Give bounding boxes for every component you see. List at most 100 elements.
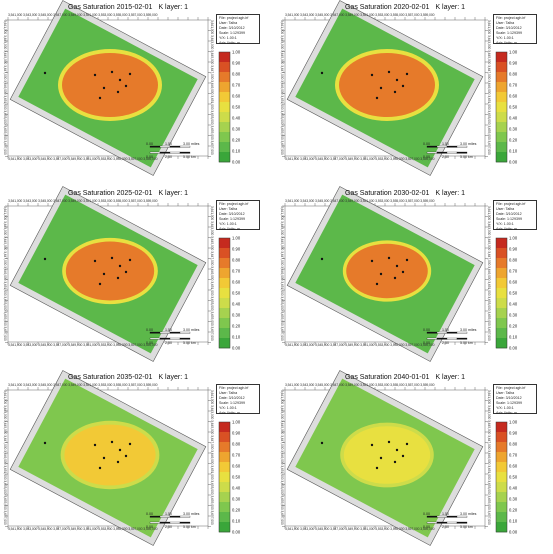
- scale-bar-segment: [436, 337, 448, 340]
- colorbar-tick-label: 0.50: [232, 104, 241, 110]
- scale-bar-segment: [149, 521, 161, 524]
- colorbar-tick-label: 0.40: [509, 115, 518, 121]
- y-tick-label-text: 3,641,000 3,643,000 3,645,000 3,647,000 …: [210, 206, 214, 341]
- colorbar-frame: [495, 51, 508, 163]
- scale-bar-segment: [179, 145, 191, 148]
- colorbar-segment: [219, 432, 230, 443]
- well-marker: [124, 270, 128, 274]
- colorbar-tick-label: 1.00: [509, 49, 518, 55]
- colorbar-tick-label: 0.20: [232, 507, 241, 513]
- panel-title: Gas Saturation 2030-02-01 K layer: 1: [277, 190, 533, 197]
- x-tick-labels-top: 3,541,000 3,543,000 3,545,000 3,547,000 …: [285, 383, 435, 387]
- scale-bar-segment: [446, 515, 458, 518]
- colorbar-tick-label: 1.00: [509, 419, 518, 425]
- scale-bar-segment: [456, 337, 468, 340]
- info-line: Date: 3/10/2012: [219, 26, 245, 30]
- colorbar-segment: [219, 238, 230, 249]
- colorbar-segment: [496, 238, 507, 249]
- well-marker: [379, 86, 383, 90]
- y-tick-labels-right: 3,641,000 3,643,000 3,645,000 3,647,000 …: [208, 20, 214, 155]
- scale-bar-label: 5.00 km: [460, 341, 473, 345]
- well-marker: [110, 70, 114, 74]
- colorbar-segment: [496, 102, 507, 113]
- well-marker: [98, 466, 102, 470]
- info-line: File: project.sgh.irf: [496, 386, 526, 390]
- y-tick-labels-left: 3,641,000 3,643,000 3,645,000 3,647,000 …: [1, 206, 7, 341]
- scale-bar-segment: [169, 151, 181, 154]
- colorbar-segment: [496, 422, 507, 433]
- chart-title: Gas Saturation 2020-02-01: [344, 4, 430, 11]
- scale-bar-segment: [426, 331, 438, 334]
- colorbar-tick-label: 0.40: [232, 115, 241, 121]
- y-tick-label-text: 3,641,000 3,643,000 3,645,000 3,647,000 …: [210, 390, 214, 525]
- colorbar-tick-label: 0.10: [232, 518, 241, 524]
- info-line: Y/X: 1.00:1: [496, 406, 514, 410]
- colorbar-tick-label: 0.80: [232, 71, 241, 77]
- colorbar-tick-label: 0.10: [509, 518, 518, 524]
- scale-bar-label: 3.00 miles: [183, 142, 200, 146]
- scale-bar-label: 3.00 miles: [183, 328, 200, 332]
- colorbar-segment: [496, 62, 507, 73]
- scale-bar-segment: [446, 521, 458, 524]
- scale-bar-label: 2.50: [442, 155, 449, 159]
- scale-bar-segment: [456, 521, 468, 524]
- y-tick-labels-left: 3,641,000 3,643,000 3,645,000 3,647,000 …: [1, 390, 7, 525]
- colorbar-tick-label: 0.00: [232, 345, 241, 351]
- saturation-panel: Gas Saturation 2015-02-01 K layer: 1 File:…: [0, 0, 276, 184]
- colorbar-tick-label: 0.40: [232, 301, 241, 307]
- scale-bar-label: 1.50: [165, 328, 172, 332]
- well-marker: [395, 78, 399, 82]
- info-line: File: project.sgh.irf: [496, 202, 526, 206]
- colorbar-tick-label: 0.40: [509, 301, 518, 307]
- saturation-panel: Gas Saturation 2030-02-01 K layer: 1 File:…: [277, 186, 553, 370]
- well-marker: [405, 258, 409, 262]
- colorbar-tick-label: 0.80: [232, 441, 241, 447]
- colorbar-segment: [496, 132, 507, 143]
- info-line: Axis Units: m: [496, 41, 517, 45]
- colorbar-segment: [219, 328, 230, 339]
- scale-bar-label: 2.50: [442, 341, 449, 345]
- y-tick-label-text: 3,641,000 3,643,000 3,645,000 3,647,000 …: [3, 20, 7, 155]
- scale-bar-segment: [169, 515, 181, 518]
- scale-bar-segment: [169, 337, 181, 340]
- colorbar-labels: 1.00 0.90 0.80 0.70 0.60 0.50 0.40 0.30 0.20 0.10…: [509, 419, 533, 535]
- colorbar-segment: [496, 52, 507, 63]
- x-tick-labels-bottom: 3,541,000 3,543,000 3,545,000 3,547,000 …: [285, 157, 435, 161]
- chart-title: Gas Saturation 2025-02-01: [67, 190, 153, 197]
- colorbar-segment: [496, 248, 507, 259]
- well-marker: [116, 276, 120, 280]
- y-tick-labels-left: 3,641,000 3,643,000 3,645,000 3,647,000 …: [278, 20, 284, 155]
- y-tick-label-text: 3,641,000 3,643,000 3,645,000 3,647,000 …: [3, 206, 7, 341]
- colorbar-tick-label: 0.20: [509, 507, 518, 513]
- colorbar-segment: [496, 482, 507, 493]
- scale-bar-label: 2.50: [442, 525, 449, 529]
- well-marker: [401, 84, 405, 88]
- well-marker: [128, 72, 132, 76]
- info-box: File: project.sgh.irf User: Talha Date: 3/…: [216, 200, 260, 231]
- saturation-panel: Gas Saturation 2040-01-01 K layer: 1 File:…: [277, 370, 553, 554]
- scale-bar-segment: [159, 151, 171, 154]
- x-tick-labels-bottom: 3,541,000 3,543,000 3,545,000 3,547,000 …: [285, 527, 435, 531]
- well-marker: [118, 448, 122, 452]
- colorbar-tick-label: 0.90: [232, 430, 241, 436]
- scale-bar-label: 3.00 miles: [460, 512, 477, 516]
- colorbar-segment: [219, 102, 230, 113]
- layer-label: K layer: 1: [435, 190, 466, 197]
- colorbar-tick-label: 0.30: [232, 126, 241, 132]
- colorbar-segment: [219, 472, 230, 483]
- scale-bar-label: 3.00 miles: [183, 512, 200, 516]
- x-tick-labels-top: 3,541,000 3,543,000 3,545,000 3,547,000 …: [285, 13, 435, 17]
- colorbar-segment: [219, 318, 230, 329]
- scale-bar-segment: [169, 521, 181, 524]
- colorbar-segment: [496, 452, 507, 463]
- y-tick-label-text: 3,641,000 3,643,000 3,645,000 3,647,000 …: [487, 390, 491, 525]
- well-marker: [405, 442, 409, 446]
- colorbar-segment: [219, 308, 230, 319]
- scale-bar-segment: [436, 331, 448, 334]
- colorbar-tick-label: 0.80: [509, 257, 518, 263]
- colorbar-tick-label: 0.20: [509, 323, 518, 329]
- y-tick-labels-right: 3,641,000 3,643,000 3,645,000 3,647,000 …: [485, 20, 491, 155]
- scale-bar-label: 2.50: [165, 341, 172, 345]
- well-marker: [118, 264, 122, 268]
- colorbar-segment: [496, 268, 507, 279]
